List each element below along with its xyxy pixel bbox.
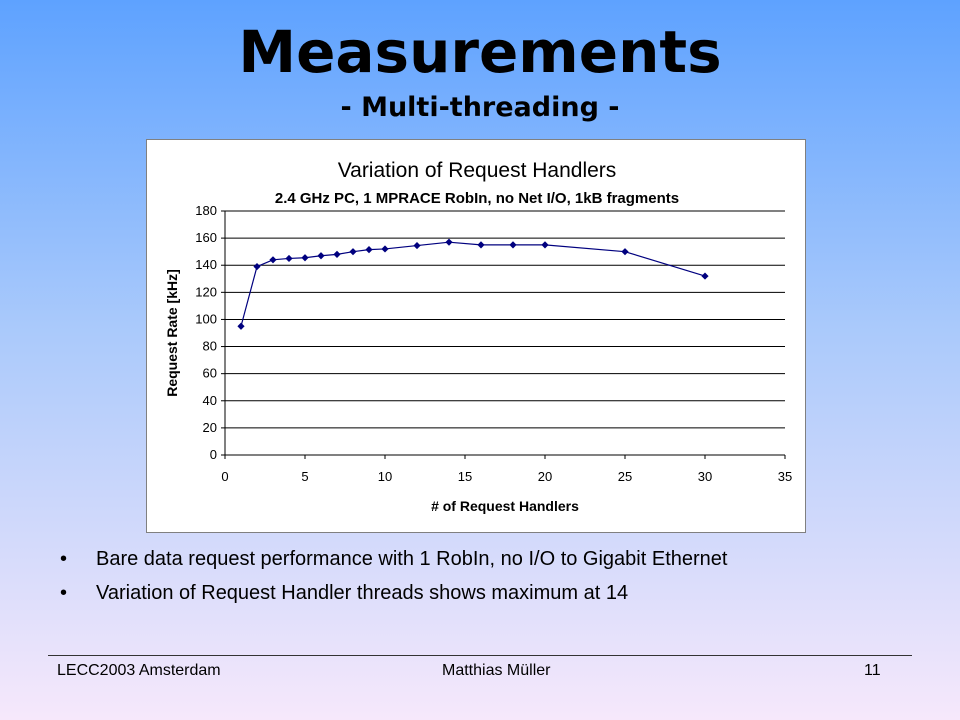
data-point-marker [285,254,293,263]
data-point-marker [413,241,421,250]
data-point-marker [317,252,325,260]
y-tick-label: 140 [195,257,217,272]
bullet-text: Variation of Request Handler threads sho… [96,582,629,604]
y-tick-label: 20 [203,420,217,435]
data-point-marker [301,254,309,262]
chart-title: Variation of Request Handlers [338,159,617,182]
data-point-marker [365,246,373,254]
x-tick-label: 30 [698,469,712,484]
data-point-marker [701,272,709,280]
y-tick-label: 0 [210,447,217,462]
footer-divider [48,655,912,656]
y-tick-label: 80 [203,339,217,354]
footer-left: LECC2003 Amsterdam [57,662,221,679]
data-point-marker [333,250,341,258]
bullet-item: • Variation of Request Handler threads s… [58,580,758,606]
slide-subtitle: - Multi-threading - [340,92,620,123]
data-point-marker [541,241,549,249]
line-chart: Variation of Request Handlers 2.4 GHz PC… [164,159,792,514]
bullet-text: Bare data request performance with 1 Rob… [96,548,728,570]
data-point-marker [381,245,389,253]
data-point-marker [477,241,485,249]
y-tick-label: 120 [195,284,217,299]
chart-container: Variation of Request Handlers 2.4 GHz PC… [146,139,806,533]
bullet-dot-icon: • [60,548,68,570]
data-point-marker [445,238,453,246]
data-point-marker [621,248,629,256]
y-tick-label: 180 [195,203,217,218]
data-point-marker [237,322,245,330]
bullet-item: • Bare data request performance with 1 R… [58,546,758,572]
x-tick-label: 20 [538,469,552,484]
x-tick-label: 25 [618,469,632,484]
data-point-marker [509,241,517,249]
chart-subtitle: 2.4 GHz PC, 1 MPRACE RobIn, no Net I/O, … [275,190,679,207]
slide-title: Measurements [238,18,722,86]
footer-center: Matthias Müller [442,662,551,679]
y-axis-label: Request Rate [kHz] [164,269,180,397]
y-tick-label: 100 [195,311,217,326]
y-tick-label: 60 [203,366,217,381]
x-axis-label: # of Request Handlers [431,498,579,514]
footer-page-number: 11 [864,662,881,679]
x-tick-label: 35 [778,469,792,484]
x-tick-label: 15 [458,469,472,484]
bullet-dot-icon: • [60,582,68,604]
series-line [240,241,706,327]
y-tick-label: 160 [195,230,217,245]
x-tick-label: 0 [221,469,228,484]
data-point-marker [253,262,261,271]
data-point-marker [349,248,357,256]
x-tick-label: 10 [378,469,392,484]
data-point-marker [269,256,277,264]
bullet-list: • Bare data request performance with 1 R… [58,546,758,614]
y-tick-label: 40 [203,393,217,408]
x-tick-label: 5 [301,469,308,484]
